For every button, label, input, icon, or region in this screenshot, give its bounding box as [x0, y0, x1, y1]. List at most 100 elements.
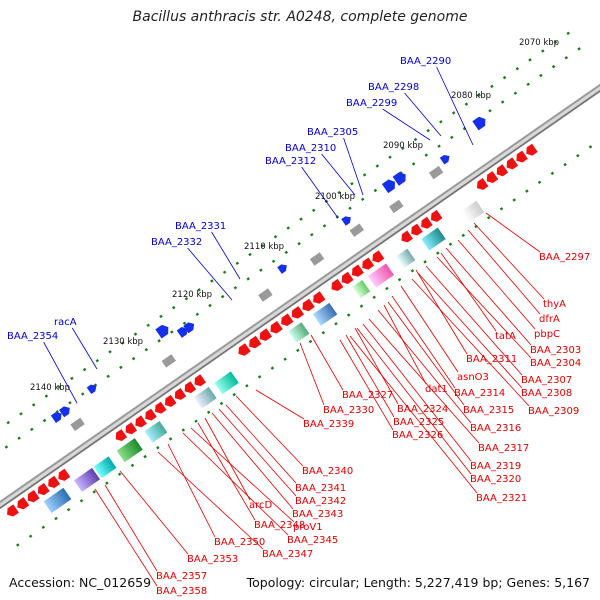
backbone-edge [0, 90, 600, 509]
track-dot [157, 339, 161, 343]
forward-gene-arrow [50, 412, 62, 423]
reverse-gene-label: BAA_2324 [397, 404, 448, 415]
track-dot [486, 215, 491, 220]
track-dot [564, 56, 569, 60]
reverse-gene-arrow [125, 422, 138, 435]
track-dot [337, 190, 341, 195]
forward-label-leader [343, 137, 364, 196]
reverse-gene-arrow [281, 313, 294, 327]
track-dot [348, 206, 352, 210]
reverse-label-leader [119, 470, 189, 555]
reverse-label-leader [440, 252, 497, 332]
kbp-label: 2080 kbp [451, 91, 491, 101]
feature-block [421, 227, 446, 251]
reverse-gene-label: BAA_2325 [393, 417, 444, 428]
feature-block [193, 386, 217, 409]
reverse-gene-label: BAA_2342 [295, 496, 346, 507]
reverse-gene-arrow [58, 468, 71, 481]
reverse-gene-arrow [331, 278, 344, 292]
reverse-label-leader [425, 265, 523, 376]
forward-label-leader [71, 327, 98, 370]
forward-gene-label: BAA_2354 [7, 331, 58, 342]
minor-feature-block [70, 417, 85, 432]
feature-block [73, 467, 101, 492]
track-dot [373, 188, 378, 193]
reverse-gene-arrow [506, 157, 519, 170]
track-dot [439, 120, 443, 124]
reverse-gene-arrow [526, 143, 538, 156]
track-dot [17, 436, 21, 440]
forward-gene-arrow [183, 322, 195, 334]
minor-feature-block [161, 354, 177, 368]
track-dot [197, 288, 201, 292]
reverse-label-leader [190, 427, 295, 523]
reverse-gene-label: pbpC [534, 329, 560, 340]
track-dot [171, 305, 176, 310]
reverse-gene-arrow [184, 381, 197, 394]
track-dot [375, 164, 380, 168]
reverse-gene-label: BAA_2321 [476, 493, 527, 504]
minor-feature-block [309, 252, 325, 266]
track-dot [222, 270, 227, 274]
track-dot [146, 323, 150, 328]
track-dot [194, 419, 198, 423]
forward-label-leader [187, 247, 233, 301]
reverse-gene-arrow [270, 321, 283, 334]
reverse-gene-arrow [17, 497, 30, 510]
track-dot [410, 269, 415, 273]
reverse-gene-label: BAA_2358 [156, 586, 207, 597]
feature-blocks [43, 200, 485, 513]
reverse-gene-label: BAA_2345 [287, 535, 338, 546]
feature-block [352, 280, 371, 299]
track-dot [451, 111, 456, 115]
track-dot [19, 412, 23, 416]
reverse-gene-arrow [164, 394, 177, 407]
track-dot [360, 197, 365, 202]
reverse-gene-label: BAA_2330 [323, 405, 374, 416]
reverse-gene-label: BAA_2307 [521, 375, 572, 386]
reverse-gene-label: tatA [495, 331, 516, 342]
reverse-gene-label: BAA_2303 [530, 345, 581, 356]
forward-gene-label: racA [54, 317, 77, 328]
forward-gene-arrow [176, 327, 188, 338]
reverse-gene-label: BAA_2327 [342, 390, 393, 401]
track-dot [235, 261, 240, 266]
track-dot [246, 277, 250, 281]
forward-gene-label: BAA_2299 [346, 98, 397, 109]
kbp-ruler: 2070 kbp 2080 kbp 2090 kbp 2100 kbp 2110 kbp… [30, 38, 559, 393]
track-dot [413, 137, 418, 142]
track-dot [563, 162, 567, 167]
reverse-gene-label: BAA_2319 [470, 461, 521, 472]
reverse-label-leader [356, 327, 472, 475]
track-dot [4, 445, 9, 449]
reverse-gene-labels: BAA_2297 thyA dfrA pbpC tatA BAA_2303 BAA_2304… [94, 212, 590, 597]
track-dot [144, 347, 149, 352]
track-dot [182, 321, 187, 325]
kbp-label: 2110 kbp [244, 242, 284, 252]
track-dot [257, 375, 262, 379]
track-dot [82, 367, 87, 372]
reverse-gene-label: proV1 [293, 522, 323, 533]
track-dot [448, 242, 453, 246]
reverse-gene-label: BAA_2339 [303, 419, 354, 430]
reverse-gene-arrow [430, 209, 443, 222]
track-dot [233, 286, 238, 290]
reverse-label-leader [457, 239, 536, 330]
reverse-gene-arrow [259, 328, 273, 341]
track-dot [515, 66, 520, 71]
track-dot [232, 392, 236, 397]
kbp-label: 2070 kbp [519, 38, 559, 48]
reverse-gene-arrow [476, 177, 489, 190]
track-dot [359, 304, 364, 308]
reverse-label-leader [387, 301, 465, 406]
track-dot [424, 153, 429, 157]
reverse-gene-arrow [249, 335, 262, 349]
reverse-gene-arrow [362, 257, 375, 270]
reverse-gene-label: BAA_2353 [187, 554, 238, 565]
forward-label-leader [43, 341, 78, 404]
reverse-gene-arrow [135, 415, 147, 428]
reverse-label-leader [104, 484, 158, 572]
feature-block [93, 456, 117, 479]
accession-label: Accession: NC_012659 [9, 575, 152, 590]
forward-label-leader [404, 92, 442, 137]
